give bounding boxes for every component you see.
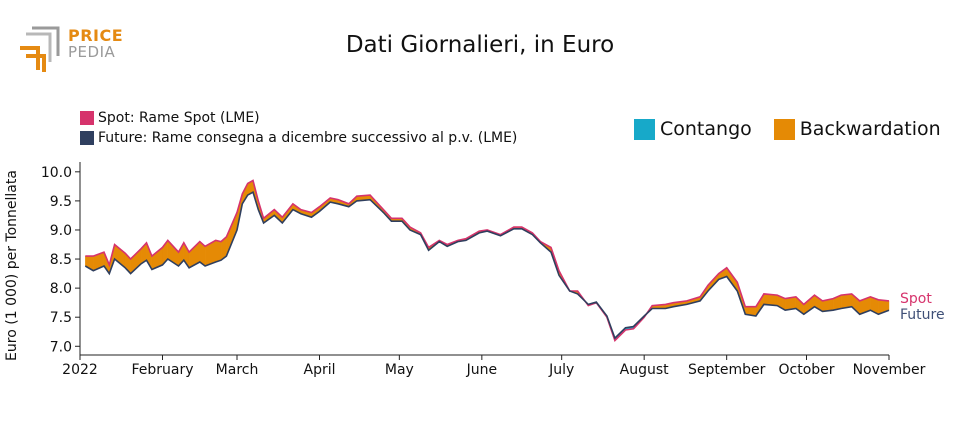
legend-item-backwardation[interactable]: Backwardation: [773, 118, 941, 140]
legend-item-future[interactable]: Future: Rame consegna a dicembre success…: [80, 128, 517, 148]
spot-series-line: [85, 179, 890, 342]
x-tick-label: 2022: [62, 362, 98, 378]
future-series-line: [84, 191, 890, 340]
x-tick-label: November: [853, 362, 926, 378]
x-tick-label: May: [385, 362, 414, 378]
y-tick-label: 10.0: [41, 165, 72, 181]
legend-item-contango[interactable]: Contango: [634, 118, 752, 140]
logo-mark-icon: [20, 26, 60, 72]
legend-swatch-future: [80, 131, 94, 145]
legend-label-spot: Spot: Rame Spot (LME): [98, 110, 260, 126]
legend-swatch-backwardation: [773, 118, 795, 140]
y-tick-label: 8.0: [50, 281, 72, 297]
x-tick-label: October: [778, 362, 834, 378]
x-tick-label: August: [620, 362, 670, 378]
x-tick-label: April: [304, 362, 336, 378]
y-tick-label: 9.5: [50, 194, 72, 210]
legend-swatch-spot: [80, 111, 94, 125]
x-tick-label: February: [131, 362, 193, 378]
logo-word-price: PRICE: [68, 26, 124, 45]
y-tick-label: 9.0: [50, 223, 72, 239]
legend-item-spot[interactable]: Spot: Rame Spot (LME): [80, 108, 517, 128]
y-axis-label: Euro (1 000) per Tonnellata: [4, 170, 20, 361]
legend-label-future: Future: Rame consegna a dicembre success…: [98, 130, 518, 146]
chart-title: Dati Giornalieri, in Euro: [345, 32, 615, 58]
legend-swatch-contango: [634, 118, 655, 140]
x-tick-label: June: [466, 362, 498, 378]
legend-label-backwardation: Backwardation: [799, 118, 941, 140]
spread-legend: Contango Backwardation: [634, 118, 960, 140]
spread-area-segment: [215, 240, 222, 263]
y-tick-label: 7.5: [50, 310, 72, 326]
series-legend: Spot: Rame Spot (LME) Future: Rame conse…: [80, 108, 517, 148]
x-tick-label: July: [548, 362, 574, 378]
x-tick-label: March: [216, 362, 259, 378]
x-tick-label: September: [688, 362, 766, 378]
end-label-spot: Spot: [900, 291, 932, 307]
logo-word-pedia: PEDIA: [68, 43, 116, 61]
y-tick-label: 7.0: [50, 339, 72, 355]
legend-label-contango: Contango: [660, 118, 752, 140]
pricepedia-logo: PRICE PEDIA: [18, 26, 128, 76]
y-tick-label: 8.5: [50, 252, 72, 268]
end-label-future: Future: [900, 307, 945, 323]
spread-area-segment: [130, 248, 142, 275]
spread-area-segment: [188, 241, 200, 269]
